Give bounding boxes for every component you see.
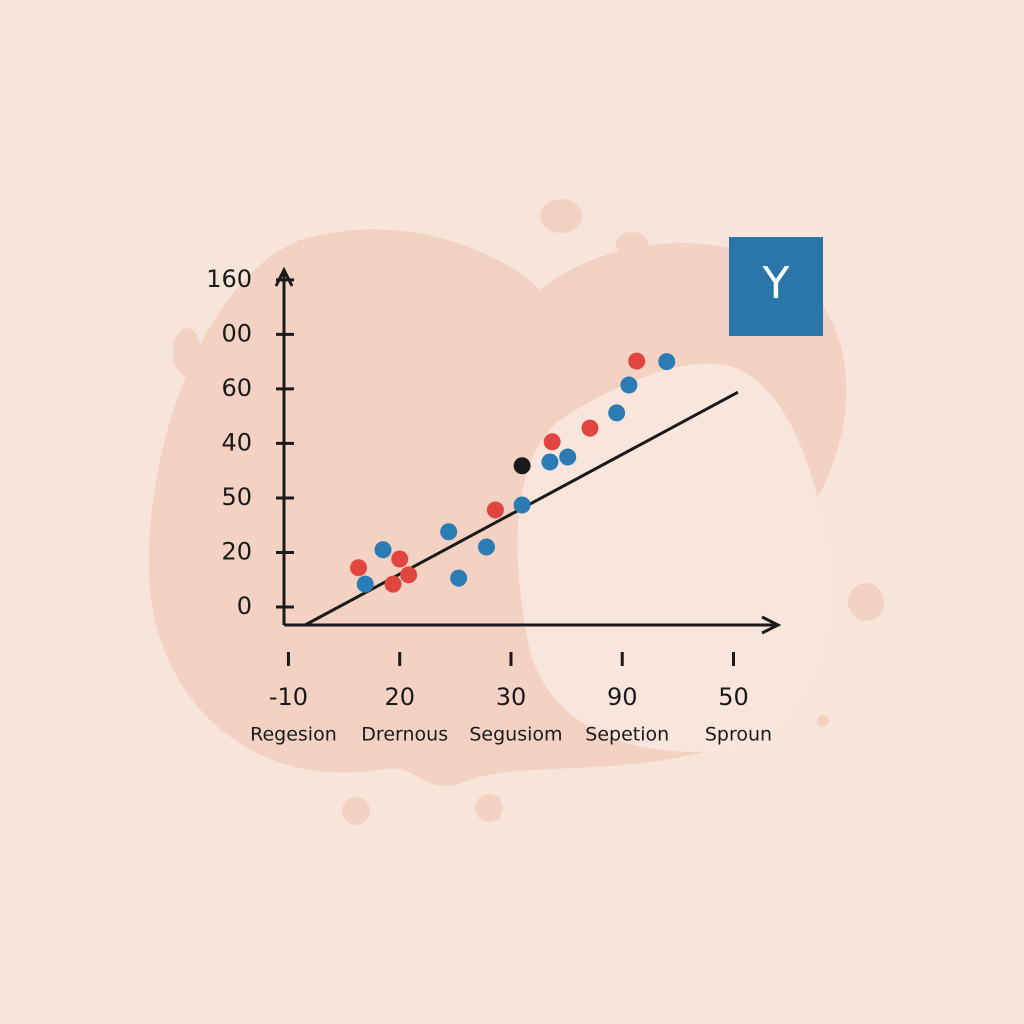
badge	[729, 237, 823, 336]
point	[608, 404, 626, 422]
point	[440, 523, 458, 541]
y-tick-label: 0	[237, 592, 252, 620]
point	[356, 575, 374, 593]
point	[350, 559, 368, 577]
point	[477, 538, 495, 556]
blob-dot	[817, 715, 829, 727]
point	[559, 448, 577, 466]
point	[400, 566, 418, 584]
point	[620, 376, 638, 394]
x-group-label: Regesion	[250, 724, 337, 746]
point	[541, 453, 559, 471]
x-tick-label: 20	[384, 683, 415, 711]
x-group-label: Sepetion	[585, 724, 669, 746]
y-tick-label: 00	[221, 319, 252, 347]
blob-dot	[540, 199, 582, 233]
x-tick-label: 30	[496, 683, 527, 711]
y-tick-label: 40	[221, 428, 252, 456]
point	[513, 457, 531, 475]
y-tick-label: 60	[221, 374, 252, 402]
x-tick-label: 50	[718, 683, 749, 711]
x-tick-label: -10	[269, 683, 308, 711]
point	[581, 419, 599, 437]
point	[543, 433, 561, 451]
point	[384, 575, 402, 593]
blob-dot	[173, 328, 201, 376]
point	[374, 541, 392, 559]
blob-dot	[342, 797, 370, 825]
blob-dot	[616, 232, 648, 256]
y-tick-label: 50	[221, 483, 252, 511]
blob-dot	[475, 794, 503, 822]
y-tick-label: 20	[221, 537, 252, 565]
point	[628, 352, 646, 370]
x-group-label: Drernous	[361, 724, 448, 746]
point	[513, 496, 531, 514]
x-group-label: Sproun	[705, 724, 772, 746]
point	[450, 569, 468, 587]
x-group-label: Segusiom	[469, 724, 562, 746]
blob-light	[517, 363, 832, 752]
x-tick-label: 90	[607, 683, 638, 711]
blob-dot	[848, 583, 884, 621]
point	[391, 550, 409, 568]
y-tick-label: 160	[206, 265, 252, 293]
point	[658, 353, 676, 371]
x-arrow	[761, 615, 782, 635]
badge-label: Y	[762, 258, 790, 309]
point	[486, 501, 504, 519]
